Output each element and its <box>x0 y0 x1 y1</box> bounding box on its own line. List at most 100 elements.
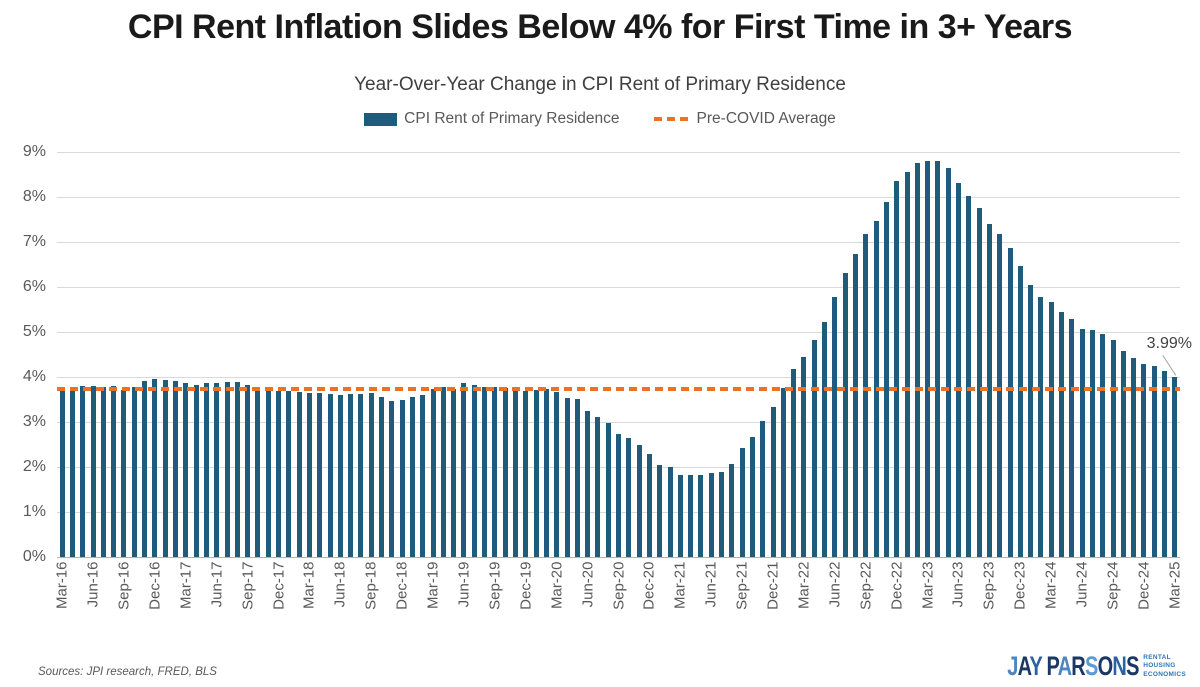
bar <box>379 396 385 557</box>
bar <box>626 438 632 557</box>
x-axis-label: Sep-20 <box>610 561 627 610</box>
bar <box>358 393 364 557</box>
bar <box>832 296 838 557</box>
bar-swatch-icon <box>364 112 398 126</box>
bar <box>111 386 117 557</box>
x-axis-label: Mar-20 <box>548 561 566 610</box>
bar <box>822 322 828 557</box>
gridline <box>57 376 1180 378</box>
logo-subtext-line: HOUSING <box>1143 662 1176 670</box>
legend-label-avg: Pre-COVID Average <box>696 110 836 127</box>
gridline <box>57 331 1180 333</box>
bar <box>348 393 354 557</box>
bar <box>945 167 951 557</box>
bar <box>234 382 240 557</box>
x-axis-label: Mar-19 <box>424 561 442 610</box>
x-axis-label: Dec-21 <box>764 561 782 610</box>
bar <box>1151 366 1157 557</box>
bar <box>1110 339 1116 557</box>
bar <box>791 369 797 557</box>
bar <box>296 391 302 557</box>
x-axis-label: Mar-17 <box>177 561 195 610</box>
bar <box>224 381 230 557</box>
bar <box>698 475 704 557</box>
logo-letter: S <box>1084 651 1098 681</box>
bar <box>512 390 518 557</box>
gridline <box>57 241 1180 243</box>
annotation-leader-line <box>1162 355 1177 376</box>
y-axis-label: 3% <box>22 413 46 430</box>
x-axis-label: Dec-22 <box>888 561 906 610</box>
bar <box>543 388 549 557</box>
bar <box>883 201 889 557</box>
x-axis-label: Dec-17 <box>270 561 287 610</box>
bar <box>688 475 694 557</box>
bar <box>430 389 436 557</box>
bar <box>482 386 488 557</box>
x-axis-label: Mar-23 <box>919 561 937 610</box>
bar <box>852 253 858 557</box>
gridline <box>57 421 1180 423</box>
bar <box>719 471 725 557</box>
y-axis-label: 1% <box>22 503 46 520</box>
bar <box>399 399 405 557</box>
logo-letter: S <box>1125 651 1139 681</box>
jay-parsons-logo: JAY PARSONS RENTAL HOUSING ECONOMICS <box>961 651 1186 682</box>
bar <box>605 423 611 557</box>
gridline <box>57 286 1180 288</box>
legend: CPI Rent of Primary Residence Pre-COVID … <box>0 110 1200 128</box>
logo-subtext-line: RENTAL <box>1143 654 1171 662</box>
logo-letter: J <box>1006 651 1018 681</box>
bar <box>306 393 312 557</box>
y-axis-label: 0% <box>22 548 46 565</box>
x-axis-label: Sep-23 <box>980 561 998 610</box>
pre-covid-average-line <box>57 386 1180 391</box>
x-axis-label: Sep-24 <box>1104 561 1122 610</box>
x-axis-label: Mar-16 <box>53 561 71 610</box>
bar <box>749 437 755 557</box>
logo-letter <box>1041 651 1046 681</box>
bar <box>739 447 745 557</box>
chart-subtitle: Year-Over-Year Change in CPI Rent of Pri… <box>354 74 846 95</box>
bar <box>574 399 580 557</box>
annotation-label: 3.99% <box>1146 335 1192 353</box>
bar <box>100 387 106 557</box>
legend-item-series: CPI Rent of Primary Residence <box>364 110 620 128</box>
bar <box>770 407 776 557</box>
bar <box>214 383 220 557</box>
bar <box>1131 358 1137 557</box>
x-axis-label: Mar-22 <box>795 561 813 610</box>
x-axis-label: Jun-22 <box>826 561 844 608</box>
bar <box>925 160 931 557</box>
bar <box>863 233 869 557</box>
plot-area: 3.99% <box>57 151 1192 558</box>
page-title: CPI Rent Inflation Slides Below 4% for F… <box>127 8 1073 46</box>
bar <box>780 387 786 557</box>
bar <box>389 400 395 557</box>
logo-letter: A <box>1057 651 1071 681</box>
y-axis-label: 6% <box>22 278 46 295</box>
bar <box>317 392 323 557</box>
bar <box>729 463 735 557</box>
bar <box>286 391 292 557</box>
x-axis-label: Dec-23 <box>1011 561 1029 610</box>
bar <box>420 395 426 557</box>
bar <box>1048 302 1054 557</box>
logo-letter: O <box>1097 651 1113 681</box>
bar <box>811 340 817 557</box>
bar <box>245 385 251 557</box>
bar <box>69 388 75 557</box>
bar <box>409 397 415 557</box>
bar <box>1120 350 1126 557</box>
bar <box>554 391 560 557</box>
bar <box>1017 265 1023 557</box>
y-axis-label: 2% <box>22 458 46 475</box>
y-axis-label: 8% <box>22 188 46 205</box>
gridline <box>57 151 1180 153</box>
bar <box>193 385 199 557</box>
bar <box>636 445 642 557</box>
x-axis-label: Mar-18 <box>300 561 318 610</box>
bar <box>265 390 271 557</box>
x-axis-label: Mar-25 <box>1166 561 1184 610</box>
